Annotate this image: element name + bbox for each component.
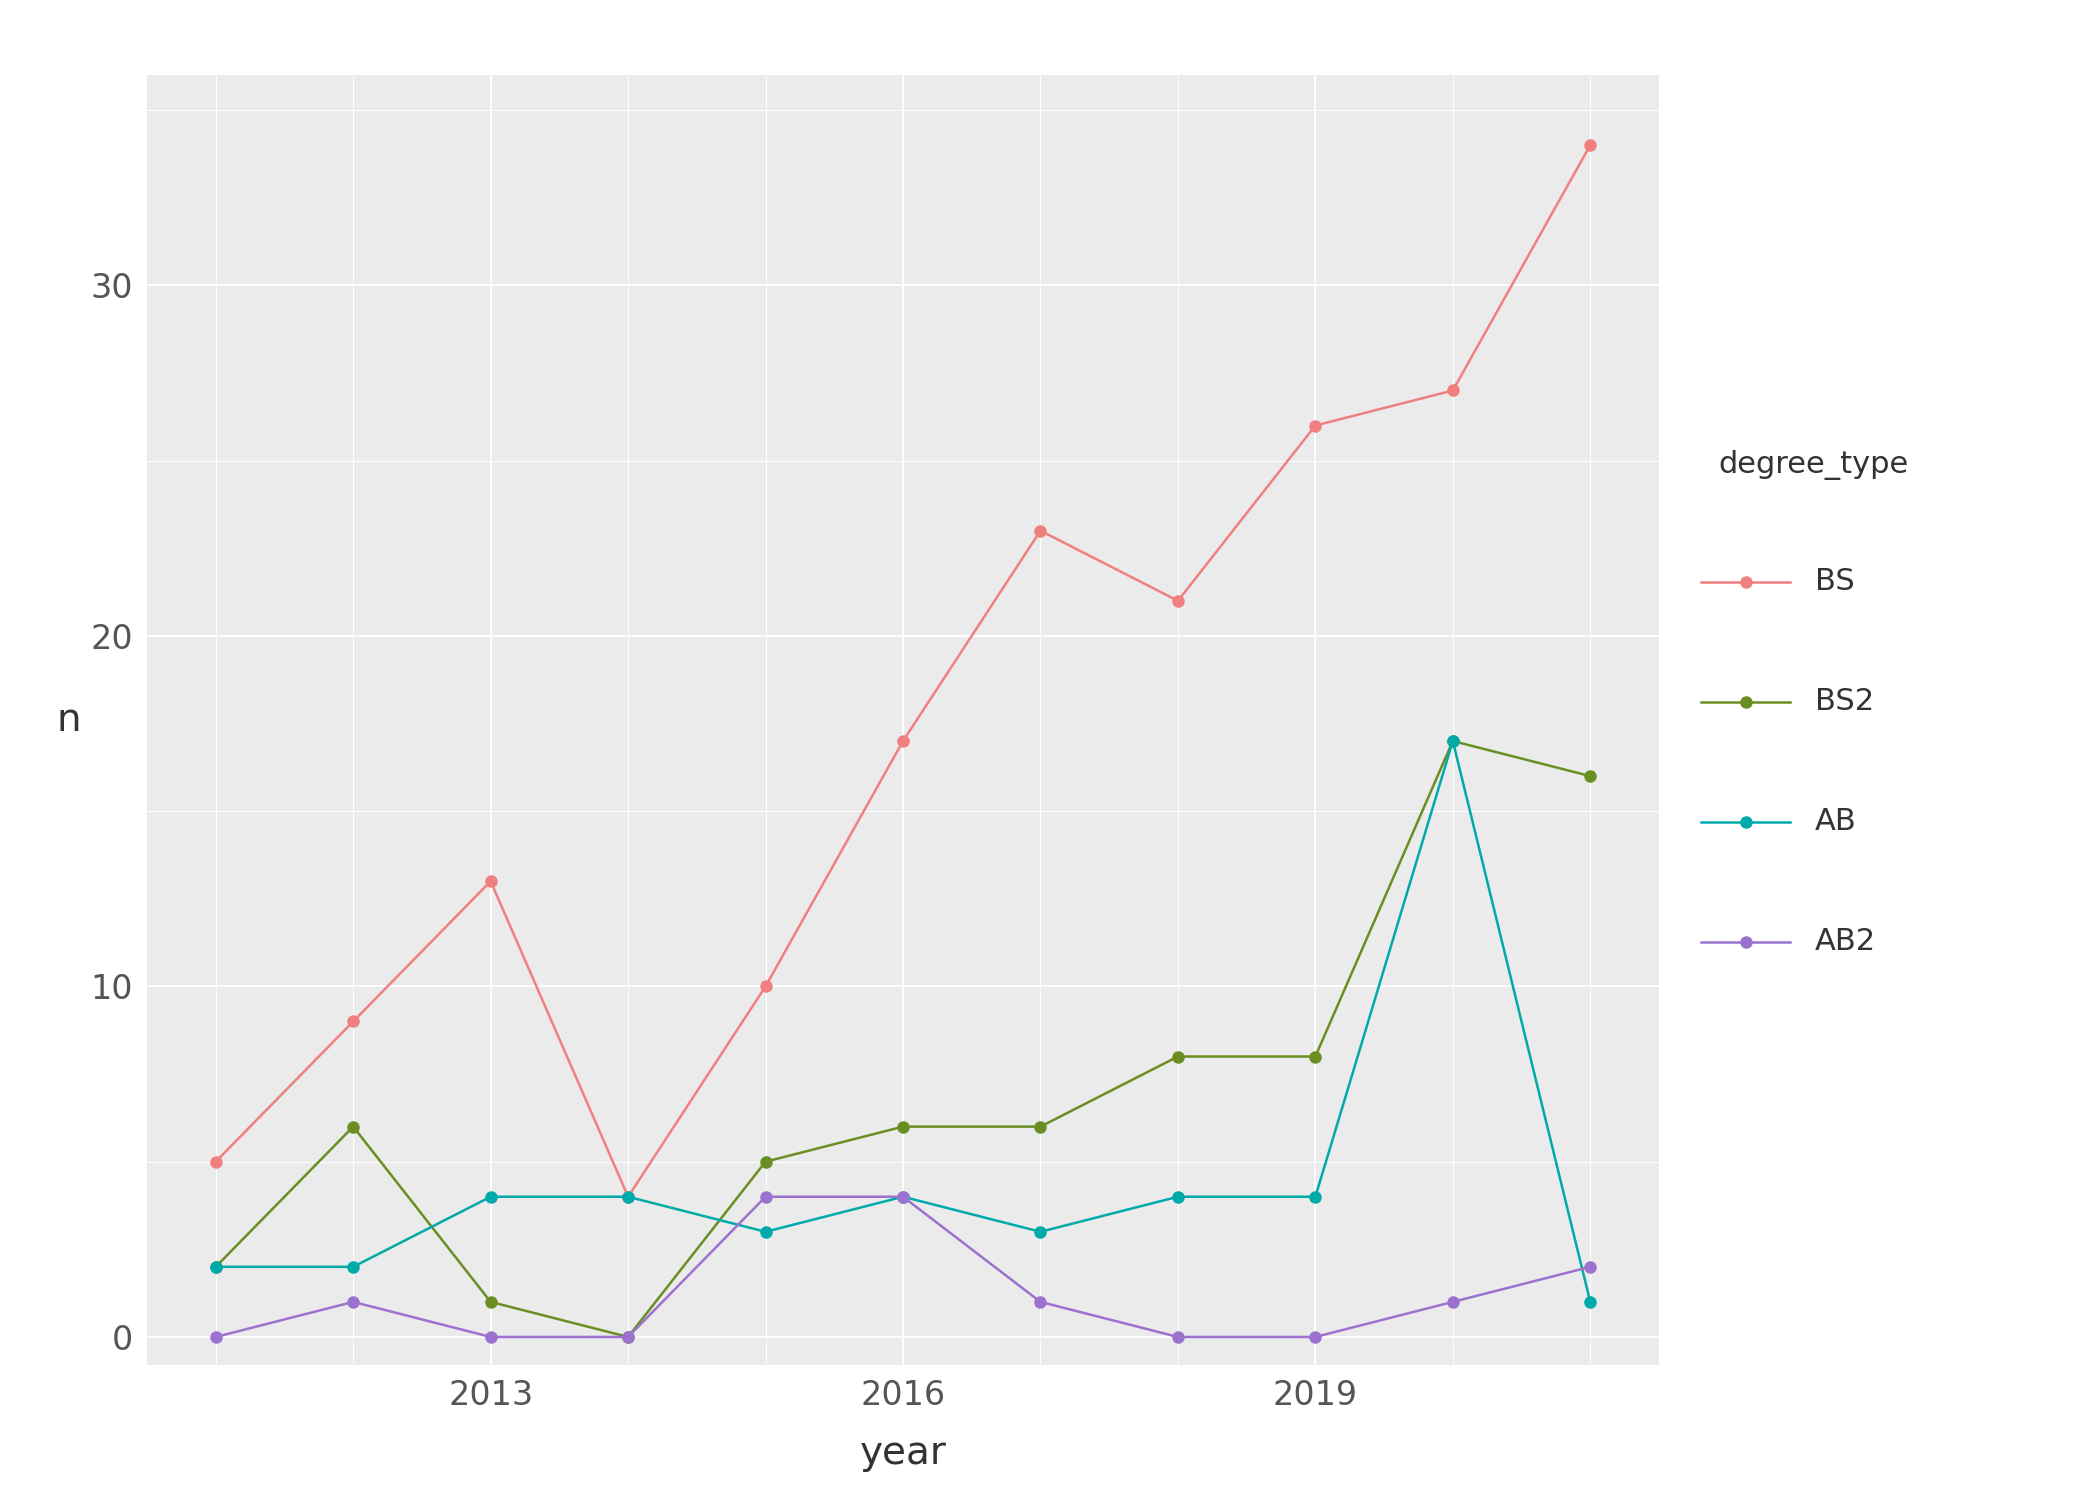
AB2 (1577, 1258, 1602, 1276)
Line: AB2: AB2 (210, 1191, 1596, 1342)
BS2 (1166, 1047, 1191, 1065)
AB2 (615, 1328, 640, 1346)
Line: AB: AB (210, 735, 1596, 1308)
BS2 (340, 1118, 365, 1136)
AB2 (1302, 1328, 1327, 1346)
AB2 (479, 1328, 504, 1346)
BS2 (204, 1258, 229, 1276)
Line: BS: BS (210, 140, 1596, 1203)
BS (1302, 417, 1327, 435)
BS (1166, 592, 1191, 610)
AB2 (340, 1293, 365, 1311)
AB (204, 1258, 229, 1276)
AB (754, 1222, 779, 1240)
AB2 (890, 1188, 916, 1206)
BS2 (615, 1328, 640, 1346)
Text: BS2: BS2 (1814, 687, 1875, 717)
BS2 (1027, 1118, 1052, 1136)
AB (1577, 1293, 1602, 1311)
AB2 (1441, 1293, 1466, 1311)
BS2 (1441, 732, 1466, 750)
Line: BS2: BS2 (210, 735, 1596, 1342)
X-axis label: year: year (859, 1434, 947, 1472)
AB (479, 1188, 504, 1206)
AB (615, 1188, 640, 1206)
BS (204, 1152, 229, 1170)
BS2 (754, 1152, 779, 1170)
BS2 (1577, 766, 1602, 784)
BS (479, 873, 504, 891)
Text: degree_type: degree_type (1718, 450, 1909, 480)
Text: BS: BS (1814, 567, 1854, 597)
BS (1441, 381, 1466, 399)
Text: AB: AB (1814, 807, 1856, 837)
AB (340, 1258, 365, 1276)
AB2 (1166, 1328, 1191, 1346)
BS (890, 732, 916, 750)
BS (754, 978, 779, 996)
AB2 (754, 1188, 779, 1206)
BS (1027, 522, 1052, 540)
BS2 (1302, 1047, 1327, 1065)
BS (615, 1188, 640, 1206)
BS2 (479, 1293, 504, 1311)
BS2 (890, 1118, 916, 1136)
AB (1027, 1222, 1052, 1240)
AB (1166, 1188, 1191, 1206)
AB (890, 1188, 916, 1206)
Y-axis label: n: n (57, 700, 80, 740)
BS (1577, 136, 1602, 154)
AB (1441, 732, 1466, 750)
AB2 (204, 1328, 229, 1346)
Text: AB2: AB2 (1814, 927, 1877, 957)
AB (1302, 1188, 1327, 1206)
BS (340, 1013, 365, 1031)
AB2 (1027, 1293, 1052, 1311)
